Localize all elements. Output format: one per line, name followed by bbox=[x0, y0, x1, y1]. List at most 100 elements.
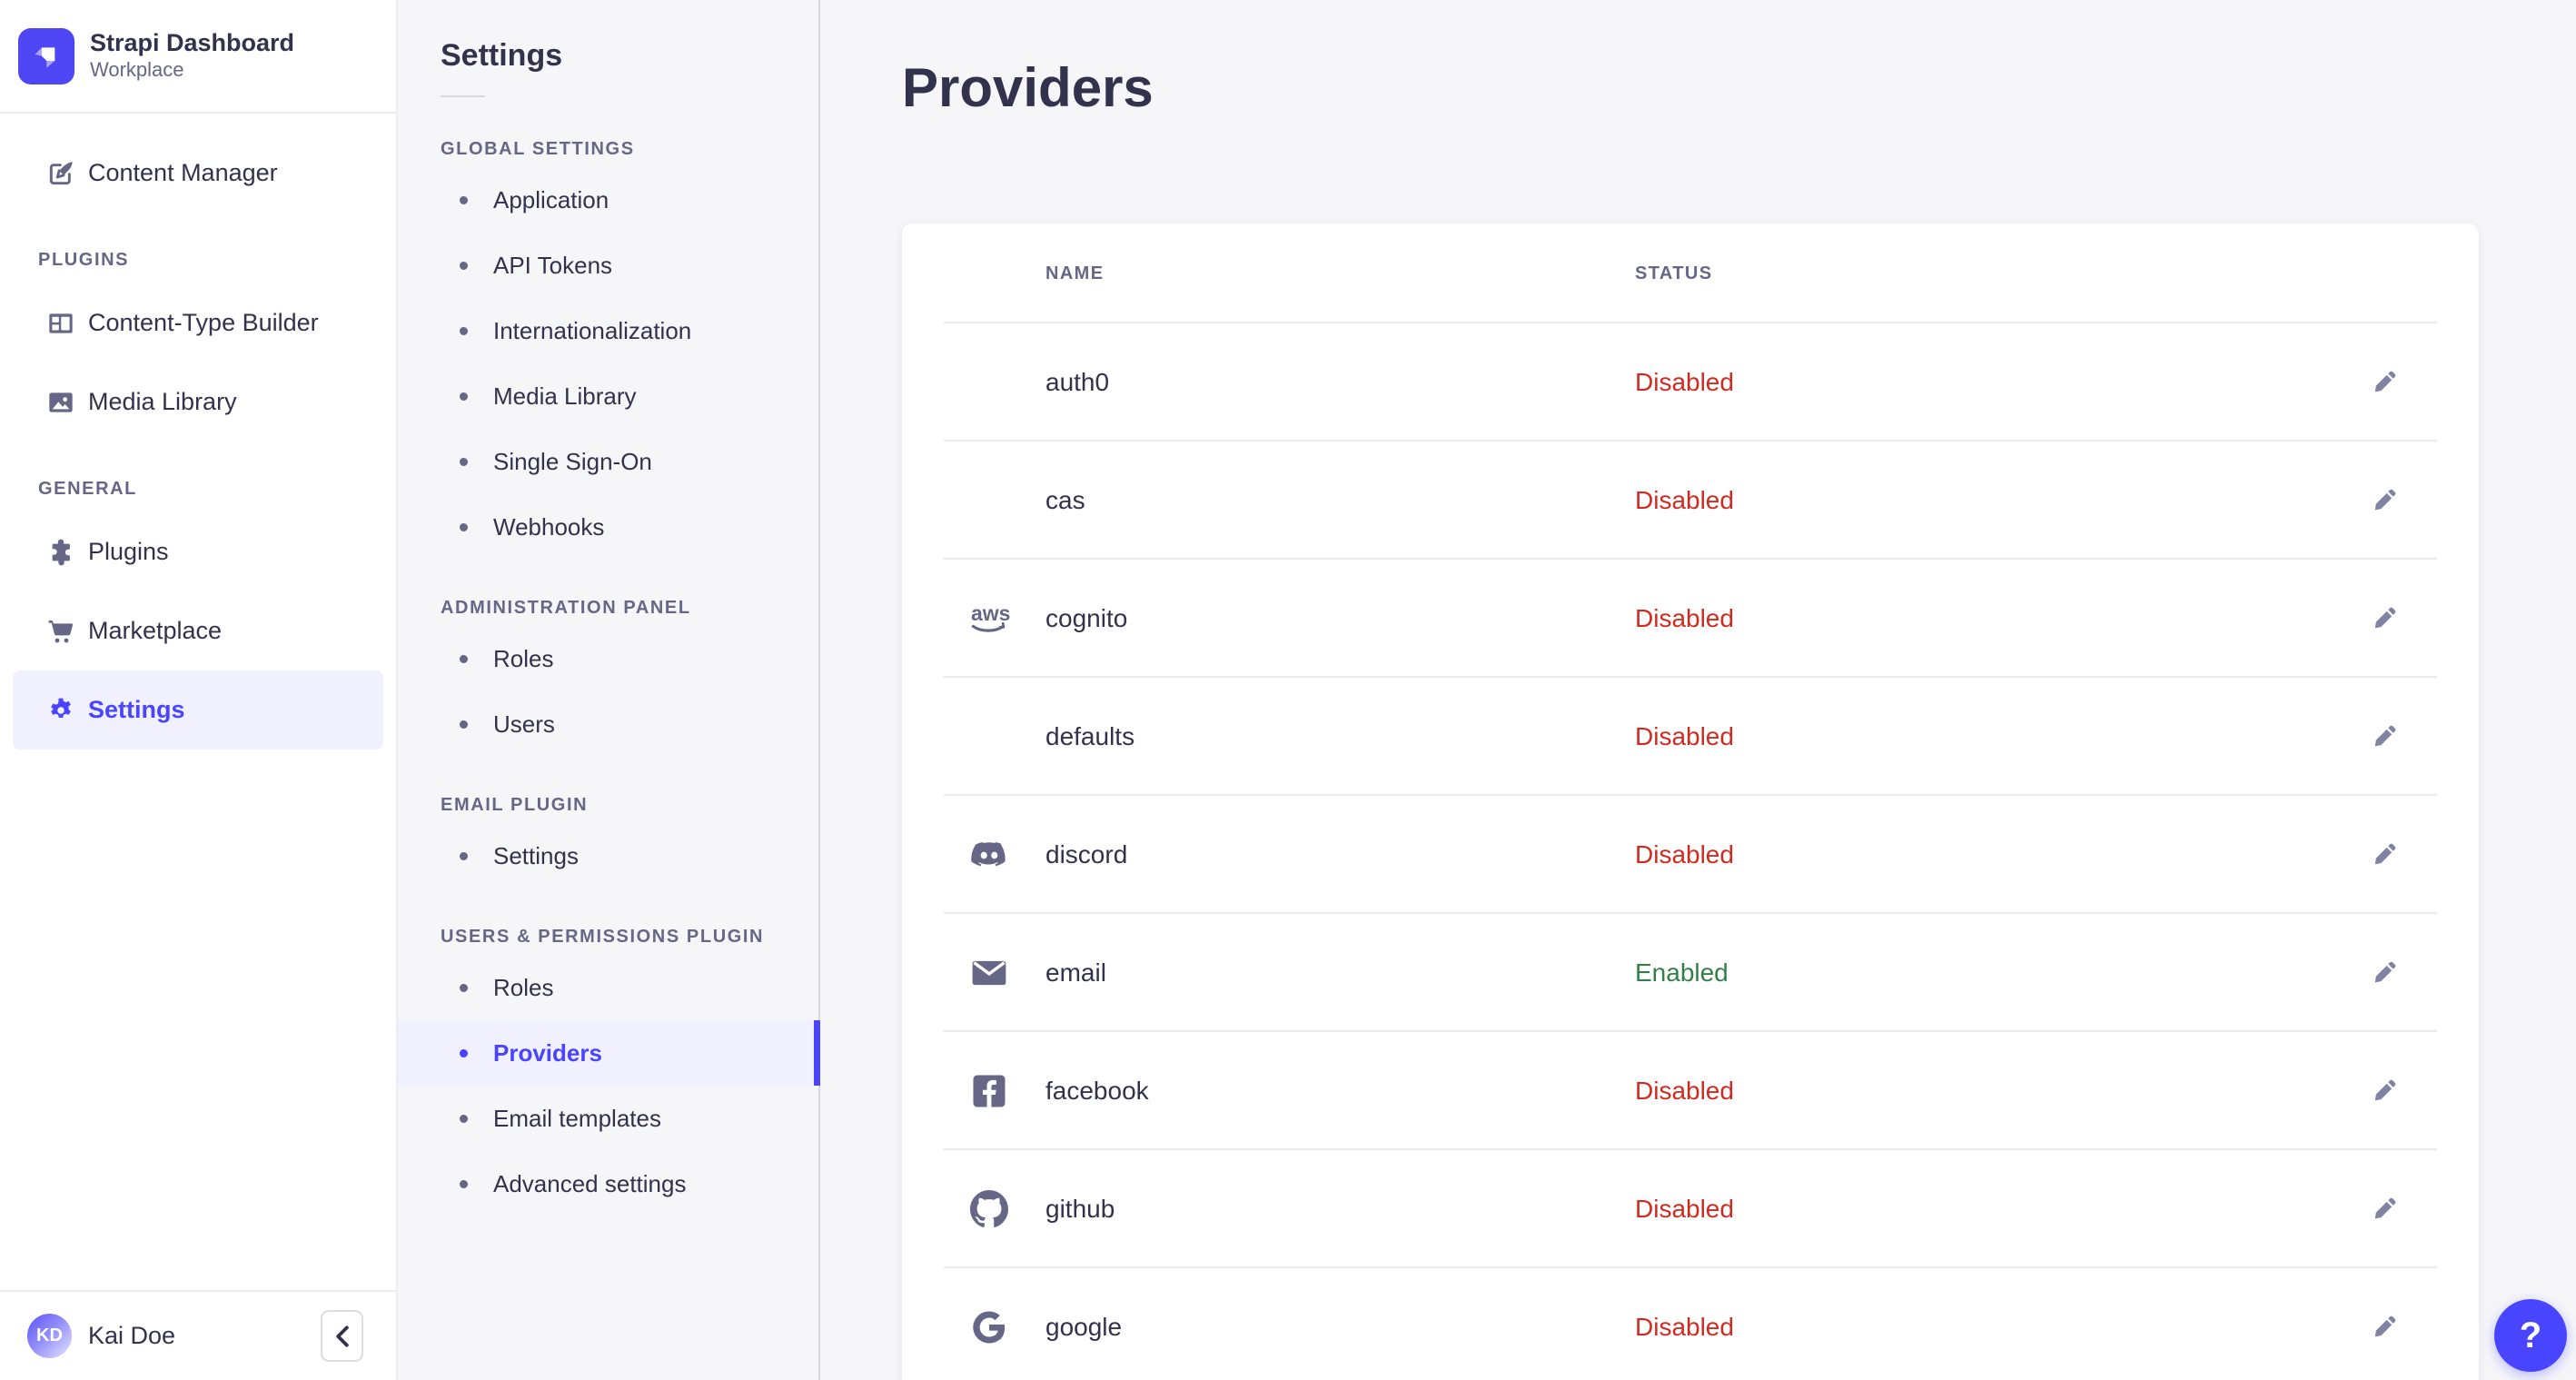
edit-button[interactable] bbox=[2364, 481, 2404, 521]
gear-icon bbox=[45, 695, 76, 726]
subnav-item-webhooks[interactable]: Webhooks bbox=[398, 494, 818, 560]
edit-button[interactable] bbox=[2364, 717, 2404, 757]
table-row[interactable]: email Enabled bbox=[902, 914, 2479, 1032]
table-row[interactable]: facebook Disabled bbox=[902, 1032, 2479, 1150]
pencil-icon bbox=[2374, 1079, 2396, 1101]
help-button[interactable]: ? bbox=[2494, 1299, 2567, 1372]
table-row[interactable]: aws cognito Disabled bbox=[902, 560, 2479, 678]
status-badge: Disabled bbox=[1635, 840, 1734, 869]
subnav-section-email-plugin: EMAIL PLUGIN bbox=[441, 794, 589, 815]
subnav-item-admin-roles[interactable]: Roles bbox=[398, 626, 818, 691]
status-badge: Disabled bbox=[1635, 1195, 1734, 1223]
table-row[interactable]: defaults Disabled bbox=[902, 678, 2479, 796]
edit-button[interactable] bbox=[2364, 362, 2404, 402]
facebook-icon bbox=[967, 1032, 1011, 1150]
edit-button[interactable] bbox=[2364, 1071, 2404, 1111]
subnav-section-administration-panel: ADMINISTRATION PANEL bbox=[441, 597, 691, 618]
subnav-item-email-settings[interactable]: Settings bbox=[398, 823, 818, 889]
google-icon bbox=[967, 1268, 1011, 1380]
content-manager-icon bbox=[45, 158, 76, 189]
subnav-section-users-permissions-plugin: USERS & PERMISSIONS PLUGIN bbox=[441, 926, 765, 947]
sidebar-item-label: Plugins bbox=[88, 538, 169, 565]
sidebar-item-settings[interactable]: Settings bbox=[13, 670, 383, 750]
puzzle-icon bbox=[45, 537, 76, 568]
status-badge: Enabled bbox=[1635, 958, 1729, 987]
bullet-dot bbox=[460, 392, 468, 401]
workspace-title: Strapi Dashboard bbox=[90, 29, 295, 56]
page-title: Providers bbox=[902, 57, 1154, 118]
avatar[interactable]: KD bbox=[27, 1314, 72, 1358]
subnav-item-label: Users bbox=[493, 710, 555, 738]
pencil-icon bbox=[2374, 961, 2396, 983]
collapse-sidebar-button[interactable] bbox=[321, 1310, 363, 1362]
subnav-item-application[interactable]: Application bbox=[398, 167, 818, 233]
workspace-header[interactable]: Strapi Dashboard Workplace bbox=[0, 0, 396, 114]
provider-name: discord bbox=[1045, 840, 1128, 869]
bullet-dot bbox=[460, 720, 468, 729]
bullet-dot bbox=[460, 261, 468, 270]
status-badge: Disabled bbox=[1635, 1313, 1734, 1341]
pencil-icon bbox=[2374, 725, 2396, 747]
discord-icon bbox=[967, 796, 1011, 914]
cart-icon bbox=[45, 616, 76, 647]
subnav-item-label: Media Library bbox=[493, 382, 637, 410]
subnav-item-media-library[interactable]: Media Library bbox=[398, 363, 818, 429]
edit-button[interactable] bbox=[2364, 953, 2404, 993]
pencil-icon bbox=[2374, 489, 2396, 511]
subnav-item-label: Single Sign-On bbox=[493, 447, 652, 475]
sidebar-item-content-manager[interactable]: Content Manager bbox=[0, 134, 396, 213]
bullet-dot bbox=[460, 983, 468, 992]
content-type-builder-icon bbox=[45, 308, 76, 339]
sidebar-item-label: Content-Type Builder bbox=[88, 309, 319, 336]
subnav-item-label: Providers bbox=[493, 1038, 602, 1067]
bullet-dot bbox=[460, 654, 468, 663]
subnav-item-label: API Tokens bbox=[493, 251, 613, 279]
subnav-item-single-sign-on[interactable]: Single Sign-On bbox=[398, 429, 818, 494]
bullet-dot bbox=[460, 1048, 468, 1057]
status-badge: Disabled bbox=[1635, 1077, 1734, 1105]
sidebar-item-label: Content Manager bbox=[88, 159, 278, 186]
edit-button[interactable] bbox=[2364, 599, 2404, 639]
sidebar-item-content-type-builder[interactable]: Content-Type Builder bbox=[0, 283, 396, 362]
status-badge: Disabled bbox=[1635, 722, 1734, 750]
status-badge: Disabled bbox=[1635, 368, 1734, 396]
main-nav-list: Content Manager PLUGINS Content-Type Bui… bbox=[0, 114, 396, 1290]
subnav-item-label: Roles bbox=[493, 644, 554, 672]
sidebar-item-label: Marketplace bbox=[88, 617, 223, 644]
subnav-item-up-roles[interactable]: Roles bbox=[398, 955, 818, 1020]
aws-icon: aws bbox=[967, 560, 1011, 678]
sidebar-item-marketplace[interactable]: Marketplace bbox=[0, 591, 396, 670]
divider bbox=[441, 95, 485, 97]
table-row[interactable]: google Disabled bbox=[902, 1268, 2479, 1380]
table-row[interactable]: github Disabled bbox=[902, 1150, 2479, 1268]
subnav-item-api-tokens[interactable]: API Tokens bbox=[398, 233, 818, 298]
sidebar-item-label: Settings bbox=[88, 696, 185, 723]
subnav-item-providers[interactable]: Providers bbox=[398, 1020, 820, 1086]
provider-name: google bbox=[1045, 1313, 1123, 1341]
table-row[interactable]: auth0 Disabled bbox=[902, 323, 2479, 442]
provider-name: email bbox=[1045, 958, 1106, 987]
edit-button[interactable] bbox=[2364, 835, 2404, 875]
nav-section-general: GENERAL bbox=[38, 478, 137, 499]
subnav-item-label: Internationalization bbox=[493, 316, 692, 344]
subnav-item-email-templates[interactable]: Email templates bbox=[398, 1086, 818, 1151]
pencil-icon bbox=[2374, 1315, 2396, 1337]
edit-button[interactable] bbox=[2364, 1307, 2404, 1347]
subnav-item-label: Roles bbox=[493, 973, 554, 1001]
subnav-item-admin-users[interactable]: Users bbox=[398, 691, 818, 757]
provider-name: auth0 bbox=[1045, 368, 1110, 396]
subnav-item-label: Advanced settings bbox=[493, 1169, 687, 1197]
edit-button[interactable] bbox=[2364, 1189, 2404, 1229]
github-icon bbox=[967, 1150, 1011, 1268]
bullet-dot bbox=[460, 851, 468, 860]
subnav-item-label: Email templates bbox=[493, 1104, 661, 1132]
table-row[interactable]: cas Disabled bbox=[902, 442, 2479, 560]
svg-text:aws: aws bbox=[971, 601, 1010, 625]
subnav-item-internationalization[interactable]: Internationalization bbox=[398, 298, 818, 363]
sidebar-item-plugins[interactable]: Plugins bbox=[0, 512, 396, 591]
settings-sidebar-title: Settings bbox=[441, 38, 563, 73]
subnav-item-advanced-settings[interactable]: Advanced settings bbox=[398, 1151, 818, 1216]
workspace-subtitle: Workplace bbox=[90, 58, 184, 82]
sidebar-item-media-library[interactable]: Media Library bbox=[0, 362, 396, 442]
table-row[interactable]: discord Disabled bbox=[902, 796, 2479, 914]
